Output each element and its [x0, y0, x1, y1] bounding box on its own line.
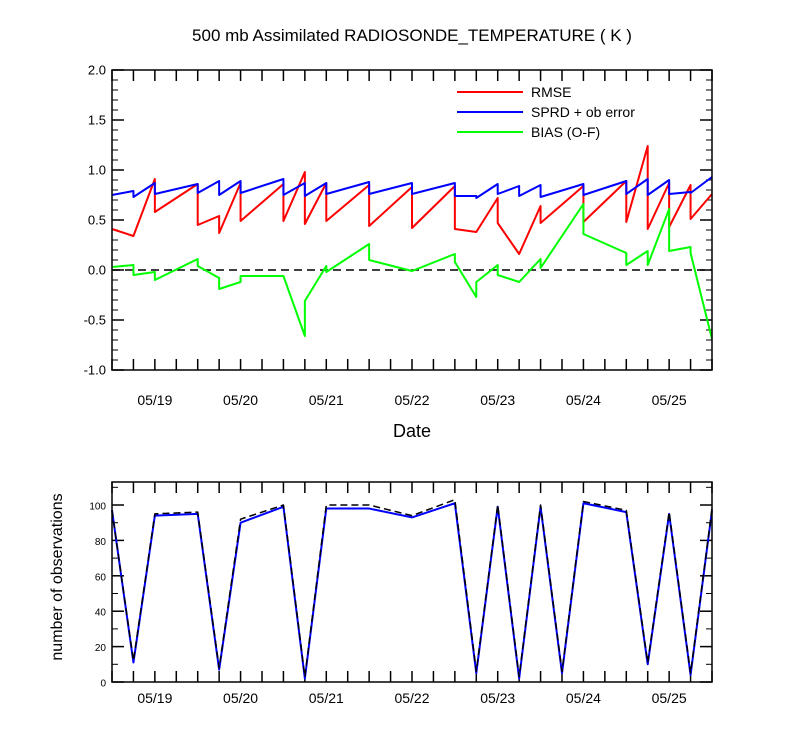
x-tick-label: 05/24: [566, 690, 601, 706]
legend-label: BIAS (O-F): [531, 124, 600, 140]
x-tick-label: 05/21: [309, 690, 344, 706]
top-x-axis-label: Date: [393, 421, 431, 441]
y-tick-label: 0: [100, 679, 106, 690]
x-tick-label: 05/20: [223, 690, 258, 706]
x-tick-label: 05/25: [652, 392, 687, 408]
y-tick-label: 0.0: [88, 263, 106, 278]
series-line-bias-o-f: [111, 203, 713, 340]
bottom-plot-frame: [111, 481, 713, 683]
x-tick-label: 05/23: [480, 392, 515, 408]
series-line-sprd-ob-error: [111, 176, 713, 199]
top-legend: RMSE SPRD + ob error BIAS (O-F): [457, 84, 635, 140]
x-tick-label: 05/19: [137, 392, 172, 408]
series-line-rmse: [111, 145, 713, 255]
x-tick-label: 05/22: [394, 392, 429, 408]
x-tick-label: 05/25: [652, 690, 687, 706]
legend-label: RMSE: [531, 84, 571, 100]
x-tick-label: 05/19: [137, 690, 172, 706]
y-tick-label: 0.5: [88, 213, 106, 228]
series-line-possible: [111, 498, 713, 678]
legend-label: SPRD + ob error: [531, 104, 635, 120]
x-tick-label: 05/20: [223, 392, 258, 408]
y-tick-label: 100: [89, 502, 106, 513]
y-tick-label: 60: [95, 572, 107, 583]
y-tick-label: 40: [95, 608, 107, 619]
bottom-y-axis-label: number of observations: [49, 493, 66, 660]
y-tick-label: 80: [95, 537, 107, 548]
y-tick-label: 1.5: [88, 113, 106, 128]
series-line-assimilated: [111, 502, 713, 680]
top-chart: 500 mb Assimilated RADIOSONDE_TEMPERATUR…: [84, 26, 713, 441]
y-tick-label: -0.5: [84, 313, 106, 328]
y-tick-label: 1.0: [88, 163, 106, 178]
x-tick-label: 05/24: [566, 392, 601, 408]
x-tick-label: 05/22: [394, 690, 429, 706]
top-plot-frame: [111, 69, 713, 371]
x-tick-label: 05/21: [309, 392, 344, 408]
bottom-plot-area: 05/19 05/20 05/21 05/22 05/23 05/24 05/25 100 80…: [89, 482, 713, 706]
y-tick-label: 2.0: [88, 63, 106, 78]
y-tick-label: -1.0: [84, 363, 106, 378]
top-plot-area: 05/19 05/20 05/21 05/22 05/23 05/24 05/25 2.0 1.…: [84, 63, 713, 408]
y-tick-label: 20: [95, 643, 107, 654]
chart-title: 500 mb Assimilated RADIOSONDE_TEMPERATUR…: [192, 26, 632, 45]
x-tick-label: 05/23: [480, 690, 515, 706]
bottom-chart: 05/19 05/20 05/21 05/22 05/23 05/24 05/25 100 80…: [49, 481, 713, 706]
